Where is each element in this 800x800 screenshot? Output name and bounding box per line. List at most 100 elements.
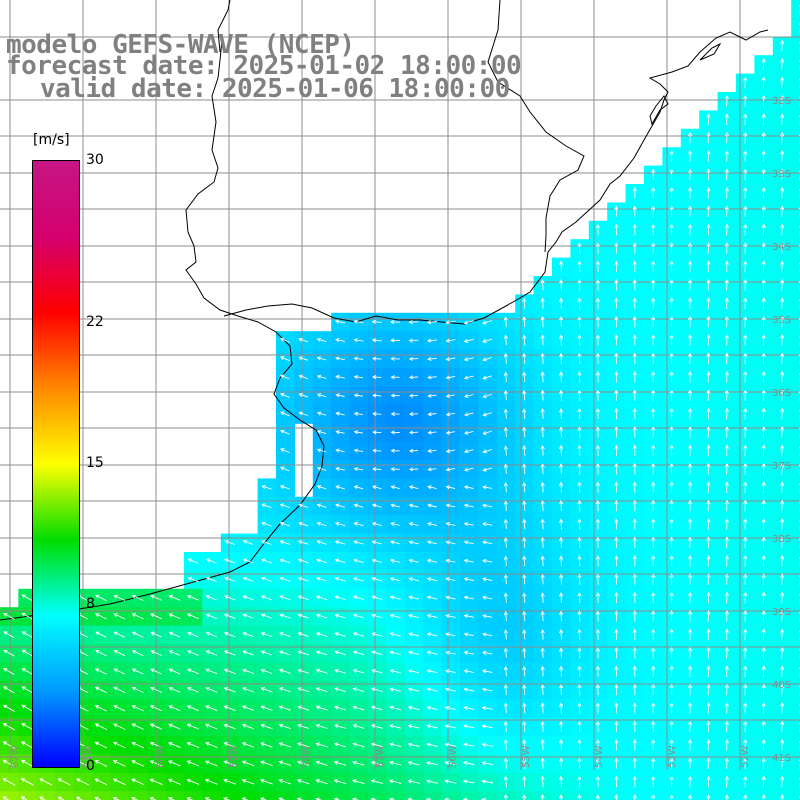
wind-arrow	[761, 628, 766, 641]
wind-arrow	[242, 668, 254, 675]
wind-arrow	[651, 610, 656, 622]
wind-arrow	[614, 665, 619, 677]
wind-arrow	[21, 668, 34, 675]
wind-arrow	[371, 521, 382, 527]
wind-arrow	[503, 720, 508, 732]
wind-arrow	[743, 297, 748, 309]
wind-arrow	[427, 412, 437, 417]
wind-arrow	[297, 613, 309, 619]
wind-arrow	[687, 628, 693, 641]
wind-arrow	[761, 334, 766, 346]
wind-arrow	[315, 723, 328, 729]
wind-arrow	[743, 573, 748, 585]
wind-arrow	[558, 665, 564, 677]
wind-arrow	[335, 485, 345, 490]
wind-cell	[791, 404, 800, 424]
wind-arrow	[186, 778, 200, 785]
wind-arrow	[407, 779, 420, 784]
wind-arrow	[687, 131, 693, 144]
wind-arrow	[595, 683, 600, 696]
wind-arrow	[724, 131, 729, 144]
wind-arrow	[761, 481, 766, 493]
wind-arrow	[334, 576, 346, 582]
wind-arrow	[632, 260, 637, 273]
wind-cell	[312, 791, 332, 800]
wind-arrow	[186, 668, 199, 675]
wind-arrow	[558, 408, 564, 420]
wind-arrow	[280, 374, 290, 380]
wind-arrow	[595, 628, 600, 640]
wind-arrow	[353, 466, 364, 472]
wind-arrow	[425, 760, 438, 766]
wind-arrow	[261, 484, 272, 490]
wind-arrow	[540, 536, 545, 548]
wind-arrow	[761, 775, 766, 788]
wind-arrow	[315, 613, 328, 619]
wind-arrow	[651, 223, 656, 236]
wind-arrow	[334, 595, 346, 600]
wind-cell	[791, 165, 800, 185]
wind-arrow	[242, 576, 254, 582]
wind-arrow	[389, 613, 401, 619]
wind-arrow	[687, 591, 693, 604]
wind-arrow	[482, 558, 493, 563]
wind-arrow	[687, 352, 693, 365]
wind-arrow	[687, 499, 693, 512]
wind-arrow	[558, 500, 564, 512]
wind-arrow	[260, 613, 273, 619]
wind-arrow	[427, 448, 437, 454]
wind-arrow	[780, 315, 785, 328]
wind-arrow	[780, 683, 785, 696]
wind-arrow	[353, 558, 364, 564]
wind-arrow	[503, 389, 508, 401]
colorbar-tick-label: 0	[86, 758, 95, 774]
wind-arrow	[780, 738, 785, 751]
lagoon-outline	[649, 42, 722, 126]
latitude-label: 33S	[772, 169, 791, 180]
wind-arrow	[577, 297, 582, 309]
wind-arrow	[687, 370, 693, 383]
wind-arrow	[522, 445, 527, 456]
wind-arrow	[2, 741, 16, 749]
wind-arrow	[651, 242, 656, 254]
wind-arrow	[706, 794, 711, 800]
longitude-label: 52W	[740, 745, 751, 768]
wind-arrow	[463, 577, 474, 582]
wind-arrow	[614, 242, 619, 254]
wind-arrow	[187, 576, 199, 583]
wind-arrow	[724, 315, 729, 328]
wind-arrow	[687, 573, 693, 585]
wind-arrow	[463, 357, 474, 362]
wind-arrow	[370, 760, 383, 766]
wind-arrow	[540, 757, 545, 769]
wind-arrow	[614, 223, 619, 236]
wind-arrow	[333, 779, 347, 785]
wind-arrow	[743, 775, 748, 788]
wind-arrow	[706, 278, 711, 291]
wind-arrow	[540, 481, 545, 493]
wind-arrow	[614, 683, 619, 696]
wind-arrow	[651, 444, 656, 456]
wind-arrow	[503, 684, 508, 695]
wind-arrow	[445, 467, 456, 472]
wind-arrow	[390, 540, 401, 545]
wind-arrow	[482, 577, 493, 582]
wind-arrow	[21, 686, 34, 694]
colorbar-tick-label: 8	[86, 596, 95, 613]
wind-arrow	[558, 518, 564, 530]
wind-arrow	[481, 761, 493, 766]
wind-arrow	[761, 702, 766, 714]
wind-arrow	[389, 558, 401, 563]
wind-arrow	[522, 463, 527, 475]
wind-arrow	[297, 742, 310, 748]
wind-arrow	[706, 131, 711, 144]
wind-arrow	[205, 668, 218, 675]
wind-arrow	[280, 411, 290, 417]
wind-arrow	[780, 260, 785, 273]
wind-arrow	[669, 168, 674, 181]
wind-arrow	[761, 518, 766, 530]
wind-arrow	[95, 650, 107, 657]
wind-arrow	[706, 591, 711, 604]
wind-arrow	[595, 426, 600, 438]
wind-arrow	[761, 444, 766, 457]
